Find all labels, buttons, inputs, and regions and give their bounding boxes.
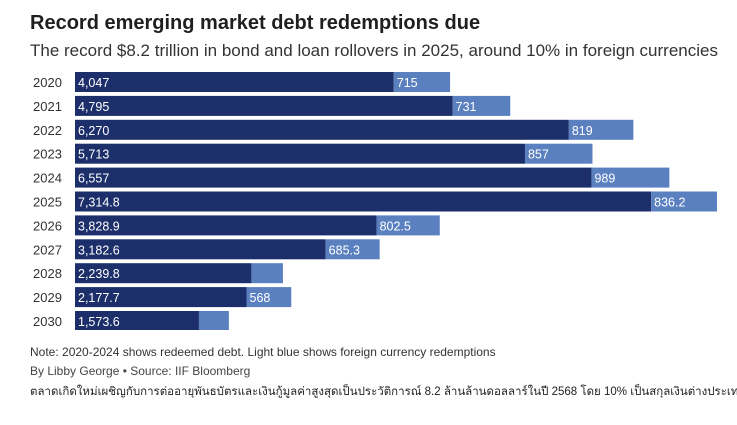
year-label-2021: 2021 [33,99,62,114]
bar-foreign-2020 [393,72,451,92]
label-domestic-2022: 6,270 [78,124,109,138]
label-foreign-2026: 802.5 [380,219,411,233]
label-foreign-2029: 568 [250,291,271,305]
thai-caption: ตลาดเกิดใหม่เผชิญกับการต่ออายุพันธบัตรแล… [30,386,737,398]
chart-subtitle: The record $8.2 trillion in bond and loa… [30,41,718,60]
byline-source: By Libby George • Source: IIF Bloomberg [30,364,251,378]
bar-foreign-2024 [591,167,670,188]
year-label-2022: 2022 [33,123,62,138]
year-label-2023: 2023 [33,147,62,162]
label-domestic-2025: 7,314.8 [78,196,120,210]
chart-note: Note: 2020-2024 shows redeemed debt. Lig… [30,345,496,359]
bar-domestic-2025 [75,191,652,212]
label-domestic-2030: 1,573.6 [78,315,120,329]
label-domestic-2029: 2,177.7 [78,291,120,305]
label-foreign-2027: 685.3 [329,243,360,257]
label-domestic-2027: 3,182.6 [78,243,120,257]
label-domestic-2023: 5,713 [78,148,109,162]
bar-domestic-2024 [75,167,592,188]
label-foreign-2023: 857 [528,148,549,162]
bar-domestic-2020 [75,72,394,92]
bar-domestic-2028 [75,263,252,284]
bar-domestic-2022 [75,119,569,140]
label-domestic-2020: 4,047 [78,76,109,90]
bar-foreign-2027 [325,239,380,260]
bar-foreign-2028 [251,263,283,284]
bar-domestic-2029 [75,287,247,308]
label-foreign-2024: 989 [594,172,615,186]
bar-foreign-2030 [198,311,229,330]
chart-title: Record emerging market debt redemptions … [30,12,481,34]
year-label-2030: 2030 [33,314,62,329]
year-label-2028: 2028 [33,266,62,281]
year-label-2024: 2024 [33,171,62,186]
bar-domestic-2027 [75,239,326,260]
year-label-2025: 2025 [33,195,62,210]
label-domestic-2021: 4,795 [78,100,109,114]
bar-domestic-2021 [75,95,453,116]
bar-domestic-2023 [75,143,525,164]
label-foreign-2025: 836.2 [654,196,685,210]
label-domestic-2026: 3,828.9 [78,219,120,233]
label-domestic-2024: 6,557 [78,172,109,186]
year-label-2026: 2026 [33,218,62,233]
label-foreign-2022: 819 [572,124,593,138]
bar-foreign-2025 [651,191,717,212]
year-label-2027: 2027 [33,242,62,257]
bar-foreign-2021 [452,95,511,116]
bar-foreign-2029 [246,287,292,308]
year-label-2029: 2029 [33,290,62,305]
label-domestic-2028: 2,239.8 [78,267,120,281]
bar-chart: 2020 4,047 715 2021 4,795 731 2022 6,270 819 2023… [33,72,717,330]
label-foreign-2021: 731 [456,100,477,114]
year-label-2020: 2020 [33,75,62,90]
bar-domestic-2030 [75,311,199,330]
bar-foreign-2026 [376,215,440,236]
bar-foreign-2022 [568,119,634,140]
label-foreign-2020: 715 [397,76,418,90]
bar-domestic-2026 [75,215,377,236]
bar-foreign-2023 [524,143,593,164]
